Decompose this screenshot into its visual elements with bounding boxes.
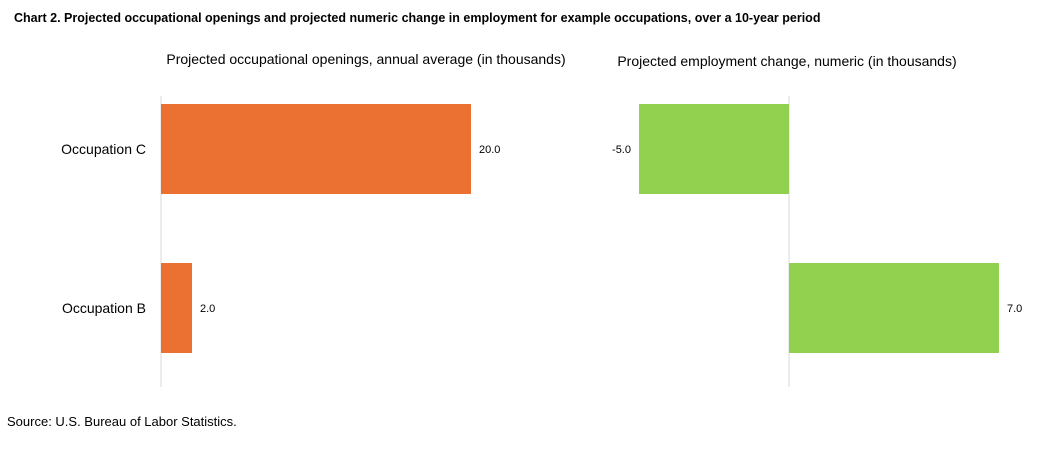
- change-panel-title: Projected employment change, numeric (in…: [617, 53, 956, 69]
- change-bar-occupation-c: [639, 104, 789, 194]
- change-value-label-occupation-b: 7.0: [1007, 303, 1022, 315]
- category-label-occupation-b: Occupation B: [62, 300, 146, 316]
- change-value-label-occupation-c: -5.0: [612, 144, 631, 156]
- source-note: Source: U.S. Bureau of Labor Statistics.: [7, 414, 237, 429]
- category-label-occupation-c: Occupation C: [61, 141, 146, 157]
- openings-panel: Projected occupational openings, annual …: [61, 51, 566, 387]
- openings-bar-occupation-c: [161, 104, 471, 194]
- chart-title: Chart 2. Projected occupational openings…: [14, 11, 821, 25]
- openings-value-label-occupation-b: 2.0: [200, 303, 215, 315]
- change-panel: Projected employment change, numeric (in…: [612, 53, 1022, 387]
- change-bar-occupation-b: [789, 263, 999, 353]
- openings-panel-title: Projected occupational openings, annual …: [166, 51, 565, 67]
- openings-value-label-occupation-c: 20.0: [479, 144, 500, 156]
- openings-bar-occupation-b: [161, 263, 192, 353]
